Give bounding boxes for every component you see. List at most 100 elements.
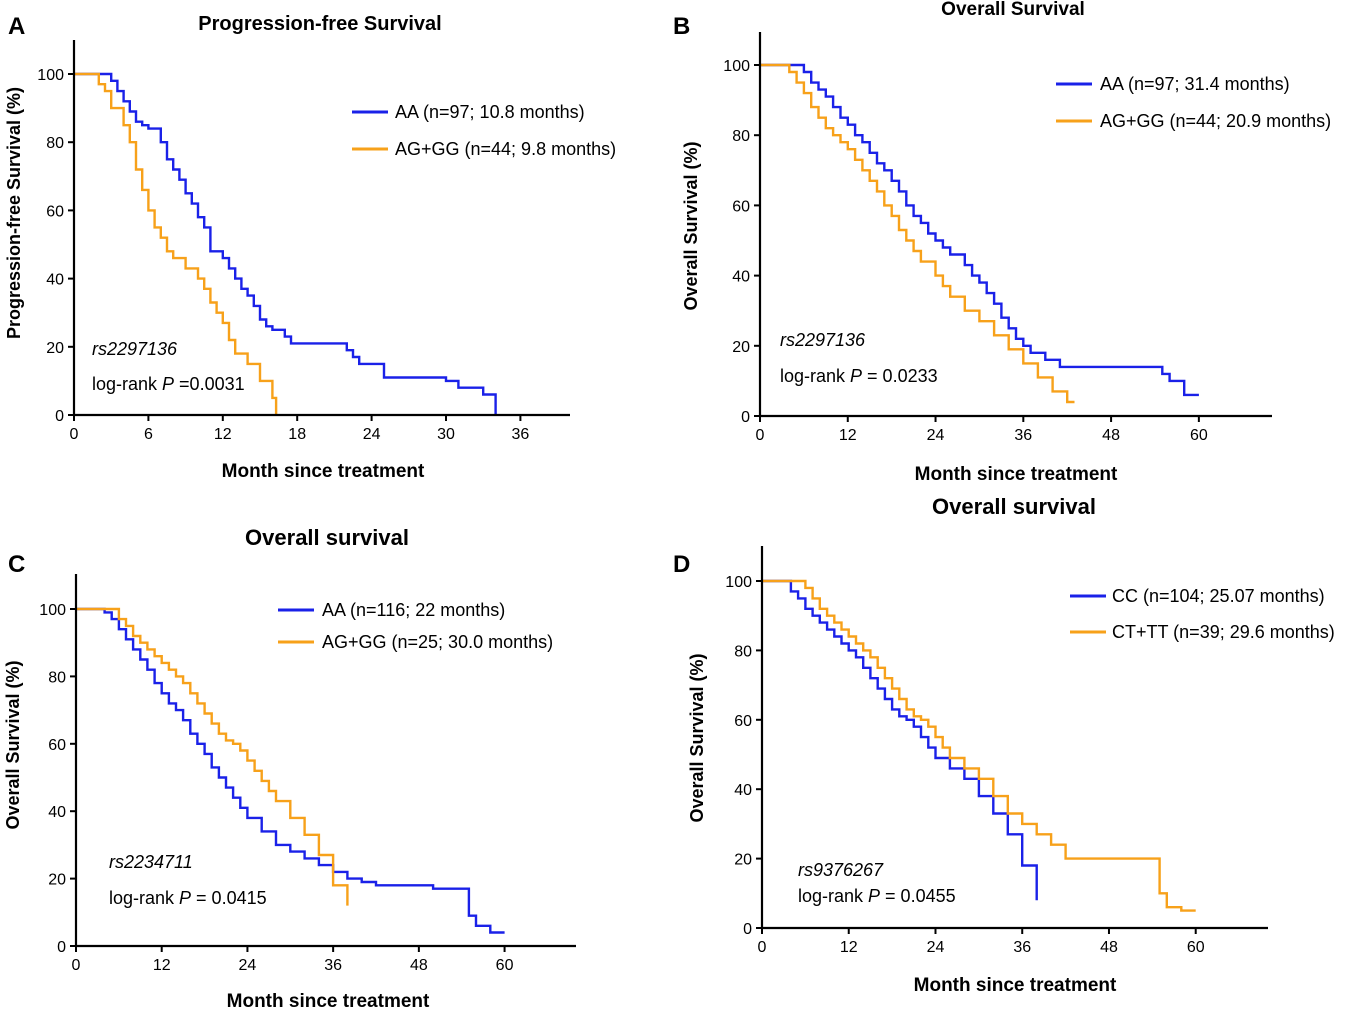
panel-b: B Overall Survival Overall Survival (%) … bbox=[673, 0, 1331, 485]
panel-d-y-axis-label: Overall Survival (%) bbox=[687, 653, 707, 822]
panel-c-logrank-stat: log-rank P = 0.0415 bbox=[109, 888, 267, 908]
panel-c-ticks: 0 12 24 36 48 60 0 20 40 60 80 100 bbox=[39, 602, 513, 974]
panel-c-y-tick-label-0: 0 bbox=[57, 939, 66, 956]
panel-a-y-tick-label-3: 60 bbox=[46, 203, 64, 220]
panel-b-legend-aa: AA (n=97; 31.4 months) bbox=[1100, 74, 1290, 94]
panel-b-snp-label: rs2297136 bbox=[780, 330, 866, 350]
panel-a-x-tick-label-3: 18 bbox=[288, 426, 306, 443]
panel-a-x-tick-label-1: 6 bbox=[144, 426, 153, 443]
panel-b-axes bbox=[758, 32, 1272, 418]
panel-b-letter: B bbox=[673, 13, 690, 40]
panel-d-legend-cc: CC (n=104; 25.07 months) bbox=[1112, 586, 1325, 606]
panel-b-y-tick-label-3: 60 bbox=[732, 198, 750, 215]
panel-a-letter: A bbox=[8, 13, 25, 40]
panel-a-x-tick-label-4: 24 bbox=[363, 426, 381, 443]
panel-c-x-tick-label-4: 48 bbox=[410, 957, 428, 974]
panel-d-x-axis-label: Month since treatment bbox=[914, 975, 1117, 996]
panel-a-y-tick-label-0: 0 bbox=[55, 408, 64, 425]
panel-d-y-tick-label-0: 0 bbox=[743, 921, 752, 938]
panel-a-ticks: 0 6 12 18 24 30 36 0 20 40 60 80 100 bbox=[37, 67, 529, 443]
panel-a-y-tick-label-5: 100 bbox=[37, 67, 64, 84]
panel-b-series-1-curve bbox=[760, 63, 1075, 404]
panel-d-ticks: 0 12 24 36 48 60 0 20 40 60 80 100 bbox=[725, 574, 1204, 956]
panel-d-y-tick-label-2: 40 bbox=[734, 782, 752, 799]
panel-a-x-tick-label-5: 30 bbox=[437, 426, 455, 443]
panel-c-x-tick-label-2: 24 bbox=[239, 957, 257, 974]
panel-b-x-tick-label-3: 36 bbox=[1014, 427, 1032, 444]
panel-d-snp-label: rs9376267 bbox=[798, 860, 884, 880]
panel-b-y-tick-label-0: 0 bbox=[741, 409, 750, 426]
panel-d: D Overall survival Overall Survival (%) … bbox=[673, 494, 1335, 996]
panel-b-y-tick-label-2: 40 bbox=[732, 269, 750, 286]
panel-a-series-0-curve bbox=[74, 72, 497, 415]
panel-a-y-axis-label: Progression-free Survival (%) bbox=[4, 87, 24, 339]
panel-d-x-tick-label-5: 60 bbox=[1187, 939, 1205, 956]
panel-c-y-tick-label-4: 80 bbox=[48, 669, 66, 686]
panel-b-x-axis-label: Month since treatment bbox=[915, 464, 1118, 485]
panel-d-x-tick-label-4: 48 bbox=[1100, 939, 1118, 956]
panel-a-x-axis-label: Month since treatment bbox=[222, 461, 425, 482]
panel-c-series-1-curve bbox=[76, 607, 349, 906]
panel-a-series-1-curve bbox=[74, 72, 278, 415]
panel-d-logrank-stat: log-rank P = 0.0455 bbox=[798, 886, 956, 906]
panel-c-legend-ag-gg: AG+GG (n=25; 30.0 months) bbox=[322, 632, 553, 652]
panel-a: A Progression-free Survival Progression-… bbox=[4, 13, 616, 482]
panel-b-y-tick-label-1: 20 bbox=[732, 339, 750, 356]
panel-a-logrank-stat: log-rank P =0.0031 bbox=[92, 374, 245, 394]
panel-d-y-tick-label-1: 20 bbox=[734, 852, 752, 869]
panel-a-y-tick-label-4: 80 bbox=[46, 135, 64, 152]
panel-a-y-tick-label-1: 20 bbox=[46, 340, 64, 357]
panel-b-y-axis-label: Overall Survival (%) bbox=[681, 141, 701, 310]
panel-b-x-tick-label-1: 12 bbox=[839, 427, 857, 444]
panel-b-series-0-curve bbox=[760, 63, 1199, 397]
panel-a-x-tick-label-6: 36 bbox=[512, 426, 530, 443]
panel-d-curves bbox=[762, 579, 1196, 912]
panel-b-y-tick-label-4: 80 bbox=[732, 128, 750, 145]
panel-a-legend-ag-gg: AG+GG (n=44; 9.8 months) bbox=[395, 139, 616, 159]
panel-b-title: Overall Survival bbox=[941, 0, 1085, 20]
panel-a-x-tick-label-0: 0 bbox=[70, 426, 79, 443]
panel-c-series-0-curve bbox=[76, 607, 505, 934]
panel-b-logrank-stat: log-rank P = 0.0233 bbox=[780, 366, 938, 386]
panel-c-x-tick-label-1: 12 bbox=[153, 957, 171, 974]
panel-a-title: Progression-free Survival bbox=[198, 13, 441, 35]
panel-a-curves bbox=[74, 72, 497, 415]
panel-c-y-tick-label-3: 60 bbox=[48, 737, 66, 754]
panel-c-y-axis-label: Overall Survival (%) bbox=[3, 660, 23, 829]
panel-a-x-tick-label-2: 12 bbox=[214, 426, 232, 443]
panel-d-y-tick-label-3: 60 bbox=[734, 713, 752, 730]
panel-c-curves bbox=[76, 607, 505, 934]
panel-c-x-tick-label-5: 60 bbox=[496, 957, 514, 974]
panel-c-title: Overall survival bbox=[245, 525, 409, 550]
panel-a-snp-label: rs2297136 bbox=[92, 339, 178, 359]
panel-d-axes bbox=[760, 546, 1268, 930]
panel-b-x-tick-label-5: 60 bbox=[1190, 427, 1208, 444]
panel-b-x-tick-label-0: 0 bbox=[756, 427, 765, 444]
panel-d-series-1-curve bbox=[762, 579, 1196, 912]
panel-c-snp-label: rs2234711 bbox=[109, 852, 193, 872]
panel-c-x-axis-label: Month since treatment bbox=[227, 991, 430, 1009]
panel-b-y-tick-label-5: 100 bbox=[723, 58, 750, 75]
panel-c-letter: C bbox=[8, 551, 25, 578]
panel-a-legend-aa: AA (n=97; 10.8 months) bbox=[395, 102, 585, 122]
panel-c-y-tick-label-2: 40 bbox=[48, 804, 66, 821]
panel-c-y-tick-label-5: 100 bbox=[39, 602, 66, 619]
panel-b-x-tick-label-4: 48 bbox=[1102, 427, 1120, 444]
panel-d-y-tick-label-4: 80 bbox=[734, 643, 752, 660]
panel-a-y-tick-label-2: 40 bbox=[46, 272, 64, 289]
panel-d-title: Overall survival bbox=[932, 494, 1096, 519]
panel-d-series-0-curve bbox=[762, 579, 1038, 901]
panel-c-axes bbox=[74, 574, 576, 948]
panel-d-x-tick-label-3: 36 bbox=[1013, 939, 1031, 956]
panel-d-y-tick-label-5: 100 bbox=[725, 574, 752, 591]
panel-c-y-tick-label-1: 20 bbox=[48, 872, 66, 889]
panel-c-x-tick-label-0: 0 bbox=[72, 957, 81, 974]
panel-c-legend-aa: AA (n=116; 22 months) bbox=[322, 600, 505, 620]
panel-b-x-tick-label-2: 24 bbox=[927, 427, 945, 444]
panel-d-x-tick-label-2: 24 bbox=[927, 939, 945, 956]
panel-b-legend-ag-gg: AG+GG (n=44; 20.9 months) bbox=[1100, 111, 1331, 131]
panel-d-letter: D bbox=[673, 551, 690, 578]
panel-d-legend-ct-tt: CT+TT (n=39; 29.6 months) bbox=[1112, 622, 1335, 642]
panel-a-axes bbox=[72, 40, 570, 417]
